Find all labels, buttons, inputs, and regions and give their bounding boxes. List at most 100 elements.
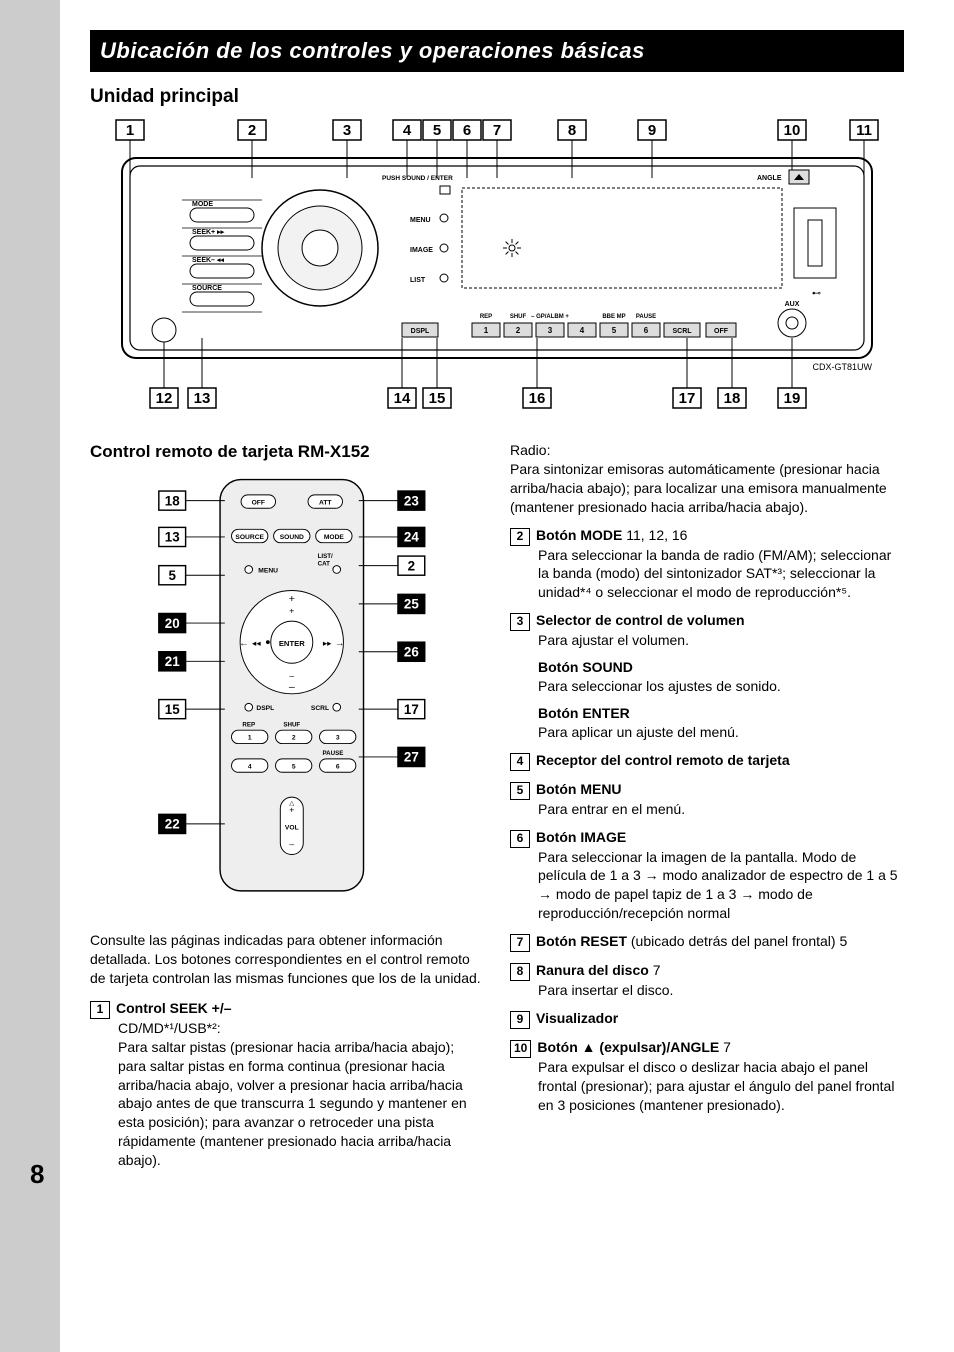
svg-text:17: 17 (404, 702, 419, 717)
svg-text:2: 2 (408, 559, 415, 574)
svg-text:18: 18 (165, 494, 180, 509)
svg-text:11: 11 (856, 122, 872, 139)
desc-item: 5Botón MENUPara entrar en el menú. (510, 781, 904, 819)
svg-text:25: 25 (404, 597, 419, 612)
svg-text:2: 2 (292, 735, 296, 742)
item-title: Botón ▲ (expulsar)/ANGLE 7 (537, 1039, 731, 1055)
svg-text:5: 5 (292, 764, 296, 771)
item-title: Receptor del control remoto de tarjeta (536, 752, 790, 768)
svg-text:SOURCE: SOURCE (235, 534, 264, 541)
desc-item: 9 Visualizador (510, 1010, 904, 1029)
svg-text:PUSH SOUND / ENTER: PUSH SOUND / ENTER (382, 175, 453, 182)
callout-number: 7 (510, 934, 530, 952)
svg-text:AUX: AUX (785, 301, 800, 308)
svg-text:ATT: ATT (319, 500, 332, 507)
svg-text:DSPL: DSPL (256, 705, 274, 712)
callout-number: 3 (510, 613, 530, 631)
svg-text:2: 2 (516, 326, 521, 335)
page-header: Ubicación de los controles y operaciones… (90, 30, 904, 72)
svg-text:26: 26 (404, 645, 419, 660)
item-body: Para expulsar el disco o deslizar hacia … (538, 1058, 904, 1115)
svg-text:MODE: MODE (324, 534, 345, 541)
callout-number: 9 (510, 1011, 530, 1029)
svg-text:VOL: VOL (285, 825, 299, 832)
callout-number: 8 (510, 963, 530, 981)
page-number: 8 (30, 1159, 44, 1190)
callout-number: 6 (510, 830, 530, 848)
svg-text:+: + (289, 593, 295, 605)
callout-number: 5 (510, 782, 530, 800)
desc-item: 10 Botón ▲ (expulsar)/ANGLE 7 Para expulsa… (510, 1039, 904, 1115)
svg-text:IMAGE: IMAGE (410, 247, 433, 254)
svg-text:BBE MP: BBE MP (602, 314, 625, 320)
item-body: Para insertar el disco. (538, 981, 904, 1000)
svg-text:4: 4 (580, 326, 585, 335)
svg-text:18: 18 (724, 390, 741, 407)
svg-text:CAT: CAT (318, 561, 330, 568)
header-title: Ubicación de los controles y operaciones… (100, 38, 894, 64)
svg-text:SHUF: SHUF (283, 722, 300, 729)
svg-text:– GP/ALBM +: – GP/ALBM + (531, 314, 569, 320)
svg-text:22: 22 (165, 817, 180, 832)
svg-text:CDX-GT81UW: CDX-GT81UW (812, 362, 872, 372)
item-title: Botón MENU (536, 781, 622, 797)
svg-text:5: 5 (433, 122, 441, 139)
item-body-lead: CD/MD*¹/USB*²: (118, 1019, 484, 1038)
svg-text:20: 20 (165, 616, 180, 631)
svg-text:1: 1 (484, 326, 489, 335)
svg-text:5: 5 (612, 326, 617, 335)
svg-text:7: 7 (493, 122, 501, 139)
callout-number: 1 (90, 1001, 110, 1019)
svg-text:MENU: MENU (258, 568, 278, 575)
remote-title: Control remoto de tarjeta RM-X152 (90, 441, 484, 462)
svg-text:27: 27 (404, 750, 419, 765)
svg-text:1: 1 (248, 735, 252, 742)
svg-text:16: 16 (529, 390, 546, 407)
callout-number: 10 (510, 1040, 531, 1058)
svg-text:3: 3 (548, 326, 553, 335)
svg-text:13: 13 (165, 530, 180, 545)
main-unit-title: Unidad principal (90, 86, 904, 108)
svg-text:SHUF: SHUF (510, 314, 527, 320)
svg-text:–: – (289, 839, 294, 849)
svg-text:OFF: OFF (252, 500, 265, 507)
svg-text:5: 5 (168, 568, 176, 583)
desc-item: 3Selector de control de volumenPara ajus… (510, 612, 904, 741)
item-title: Control SEEK +/– (116, 1000, 232, 1016)
page-content: Ubicación de los controles y operaciones… (0, 0, 954, 1210)
svg-text:REP: REP (242, 722, 255, 729)
svg-text:6: 6 (336, 764, 340, 771)
svg-text:4: 4 (248, 764, 252, 771)
svg-text:SCRL: SCRL (672, 328, 692, 335)
svg-text:MENU: MENU (410, 217, 431, 224)
item-title: Botón RESET (ubicado detrás del panel fr… (536, 933, 847, 949)
desc-item-radio: Radio:Para sintonizar emisoras automátic… (510, 441, 904, 517)
main-unit-diagram: 12345678910111213141516171819MODESEEK+ ▸… (90, 118, 904, 423)
svg-text:SOURCE: SOURCE (192, 285, 222, 292)
svg-text:SEEK– ◂◂: SEEK– ◂◂ (192, 257, 224, 264)
item-title: Botón MODE 11, 12, 16 (536, 527, 687, 543)
svg-text:21: 21 (165, 654, 180, 669)
desc-item: 1Control SEEK +/–CD/MD*¹/USB*²:Para salt… (90, 1000, 484, 1170)
svg-text:LIST/: LIST/ (318, 553, 333, 560)
svg-text:2: 2 (248, 122, 256, 139)
callout-number: 2 (510, 528, 530, 546)
svg-text:◂◂: ◂◂ (252, 638, 261, 648)
svg-text:SCRL: SCRL (311, 705, 329, 712)
svg-text:8: 8 (568, 122, 576, 139)
svg-text:ANGLE: ANGLE (757, 175, 782, 182)
svg-text:→: → (335, 638, 345, 649)
item-title: Selector de control de volumen (536, 612, 745, 628)
svg-text:19: 19 (784, 390, 801, 407)
svg-text:SOUND: SOUND (280, 534, 304, 541)
svg-text:⊷: ⊷ (812, 288, 821, 298)
svg-text:12: 12 (156, 390, 173, 407)
item-sub: Botón ENTERPara aplicar un ajuste del me… (538, 704, 904, 742)
intro-text: Consulte las páginas indicadas para obte… (90, 931, 484, 988)
svg-text:ENTER: ENTER (279, 639, 305, 648)
svg-text:14: 14 (394, 390, 411, 407)
desc-item: 2Botón MODE 11, 12, 16Para seleccionar l… (510, 527, 904, 603)
svg-text:△: △ (289, 800, 295, 807)
item-title: Visualizador (536, 1010, 618, 1026)
svg-text:9: 9 (648, 122, 656, 139)
